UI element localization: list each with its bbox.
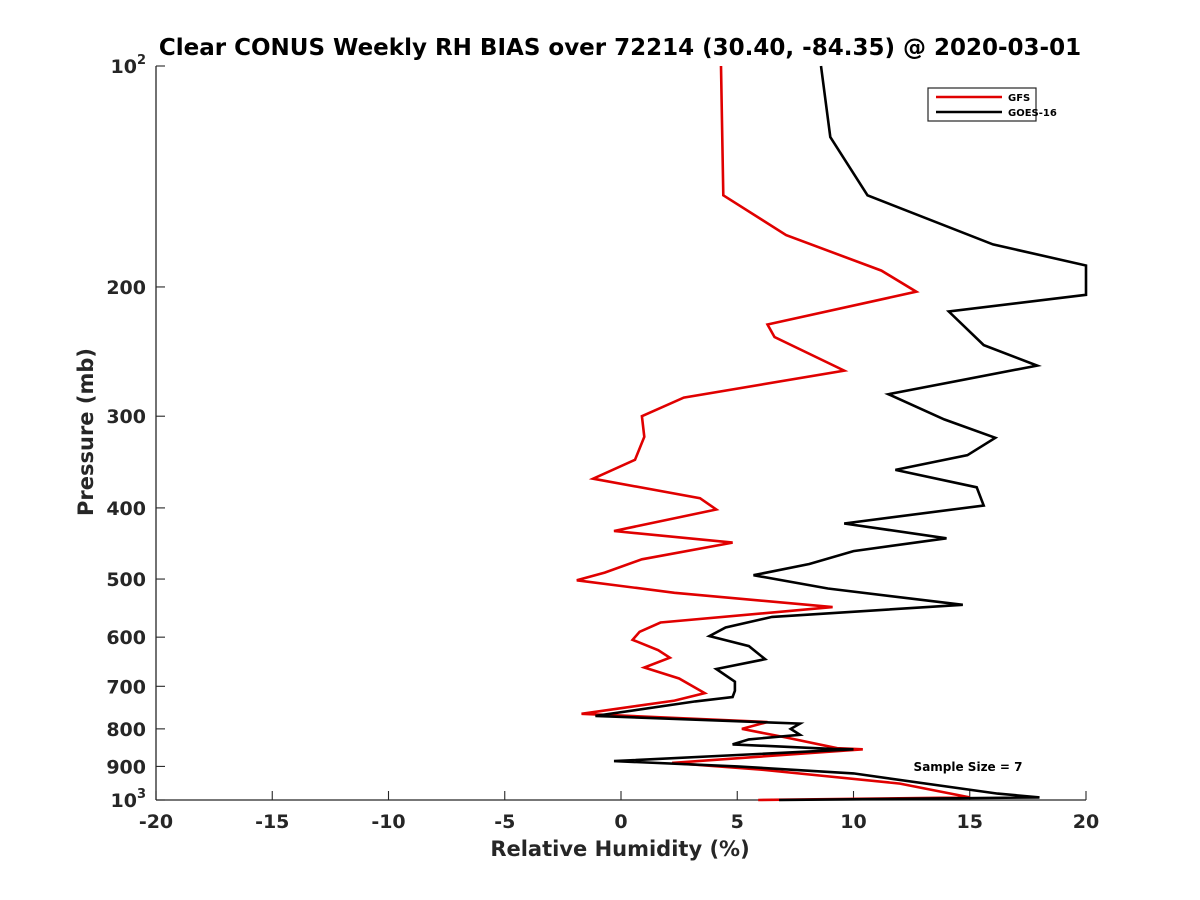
- y-tick-label: 700: [106, 676, 146, 698]
- y-tick-label: 103: [111, 787, 147, 812]
- x-tick-label: 10: [840, 811, 866, 833]
- y-tick-label: 500: [106, 569, 146, 591]
- sample-size-annotation: Sample Size = 7: [914, 760, 1023, 774]
- x-tick-label: -10: [371, 811, 405, 833]
- x-tick-label: 0: [614, 811, 627, 833]
- y-tick-label: 800: [106, 719, 146, 741]
- x-tick-label: -20: [139, 811, 173, 833]
- x-tick-label: 15: [957, 811, 983, 833]
- series-line-gfs: [576, 65, 971, 802]
- legend-box: [927, 87, 1037, 122]
- series-line-goes-16: [595, 65, 1088, 802]
- y-tick-label: 200: [106, 277, 146, 299]
- x-tick-label: -5: [494, 811, 515, 833]
- y-tick-label: 400: [106, 498, 146, 520]
- x-tick-label: -15: [255, 811, 289, 833]
- legend-label: GOES-16: [1008, 108, 1057, 119]
- plot-axes: -20 -15 -10 -5 0 5 10 15 20 102 200 300 400 500 600 700…: [106, 53, 1099, 833]
- x-tick-label: 20: [1073, 811, 1099, 833]
- x-tick-label: 5: [731, 811, 744, 833]
- x-axis-label: Relative Humidity (%): [490, 837, 749, 861]
- series-layer: [576, 65, 1088, 802]
- legend: GFS GOES-16: [927, 87, 1057, 122]
- legend-label: GFS: [1008, 93, 1030, 104]
- y-axis-label: Pressure (mb): [74, 348, 98, 516]
- y-tick-label: 900: [106, 756, 146, 778]
- y-tick-label: 102: [111, 53, 147, 78]
- y-tick-label: 300: [106, 406, 146, 428]
- chart-title: Clear CONUS Weekly RH BIAS over 72214 (3…: [159, 35, 1081, 61]
- y-tick-label: 600: [106, 627, 146, 649]
